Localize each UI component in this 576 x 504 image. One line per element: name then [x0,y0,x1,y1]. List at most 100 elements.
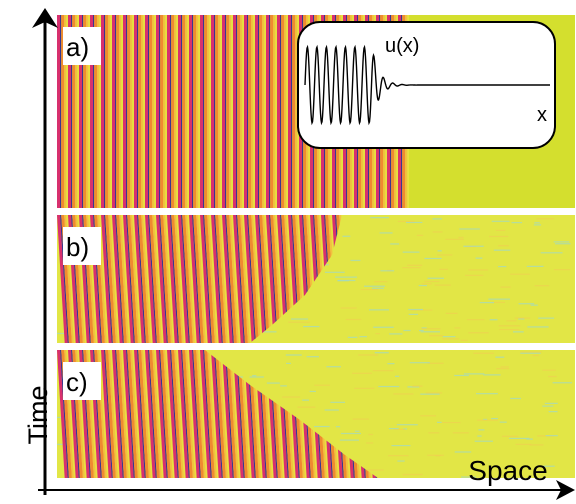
stripe [198,350,208,478]
noise [340,307,357,309]
stripe [233,215,244,343]
stripe [116,350,127,478]
noise [468,332,489,334]
panel-label-box [63,227,101,265]
noise [488,235,509,238]
noise [339,439,359,441]
noise [498,245,509,247]
stripe [244,215,255,343]
noise [452,432,469,434]
stripe [251,215,261,343]
stripe [185,350,195,478]
stripe [159,215,168,343]
stripe [189,350,200,478]
stripe [105,15,109,208]
noise [545,435,558,437]
noise [396,424,418,426]
noise [406,221,423,224]
noise [512,331,524,333]
stripe [200,15,203,208]
stripe [277,15,280,208]
stripe [121,350,131,478]
stripe [127,350,138,478]
stripe [247,215,256,343]
noise [393,393,414,395]
y-label: Time [23,386,53,445]
stripe [225,15,227,208]
noise [297,406,316,408]
stripe [236,15,238,208]
stripe [220,215,230,343]
noise [252,375,257,377]
stripe [141,350,151,478]
noise [437,250,442,252]
noise [408,313,419,315]
stripe [277,215,288,343]
noise [393,428,406,431]
stripe [143,350,153,478]
noise [375,333,380,335]
stripe [127,15,131,208]
stripe [130,215,140,343]
stripe [214,215,223,343]
noise [249,376,264,378]
stripe [204,215,215,343]
stripe [108,215,118,343]
noise [427,362,444,364]
stripe [149,15,153,208]
noise [463,245,484,247]
noise [491,417,499,420]
stripe [130,350,140,478]
stripe [262,15,265,208]
noise [476,419,498,421]
stripe [237,215,248,343]
stripe [291,15,293,208]
noise [368,309,390,311]
stripe [123,350,134,478]
noise [432,231,443,233]
noise [57,416,62,418]
noise [477,435,482,437]
stripe [253,15,255,208]
noise [534,222,540,224]
noise [533,224,542,226]
noise [478,429,485,431]
stripe [196,215,206,343]
stripe [264,15,266,208]
stripe [292,15,296,208]
stripe [149,215,160,343]
stripe [273,215,283,343]
noise [432,218,442,220]
stripe [207,215,217,343]
stripe [126,350,135,478]
noise [483,374,501,376]
noise [388,455,409,457]
noise [527,326,549,328]
stripe [225,350,234,478]
stripe [189,215,200,343]
noise [420,393,440,395]
stripes [57,215,342,343]
noise [548,411,558,413]
stripe [154,350,164,478]
noise [420,331,441,333]
stripe [266,215,277,343]
noise [324,271,345,273]
noise [379,232,393,234]
noise [488,298,510,300]
stripe [215,15,219,208]
noise [442,421,461,424]
panel: c) [57,350,575,478]
stripe [145,215,156,343]
stripe [259,215,270,343]
stripe [192,215,201,343]
stripe [160,15,164,208]
stripe [269,215,278,343]
noise [434,284,451,286]
stripe [215,215,226,343]
noise [354,430,360,432]
noise [335,276,357,278]
noise [380,270,395,272]
stripe [270,15,274,208]
noise [468,269,489,271]
